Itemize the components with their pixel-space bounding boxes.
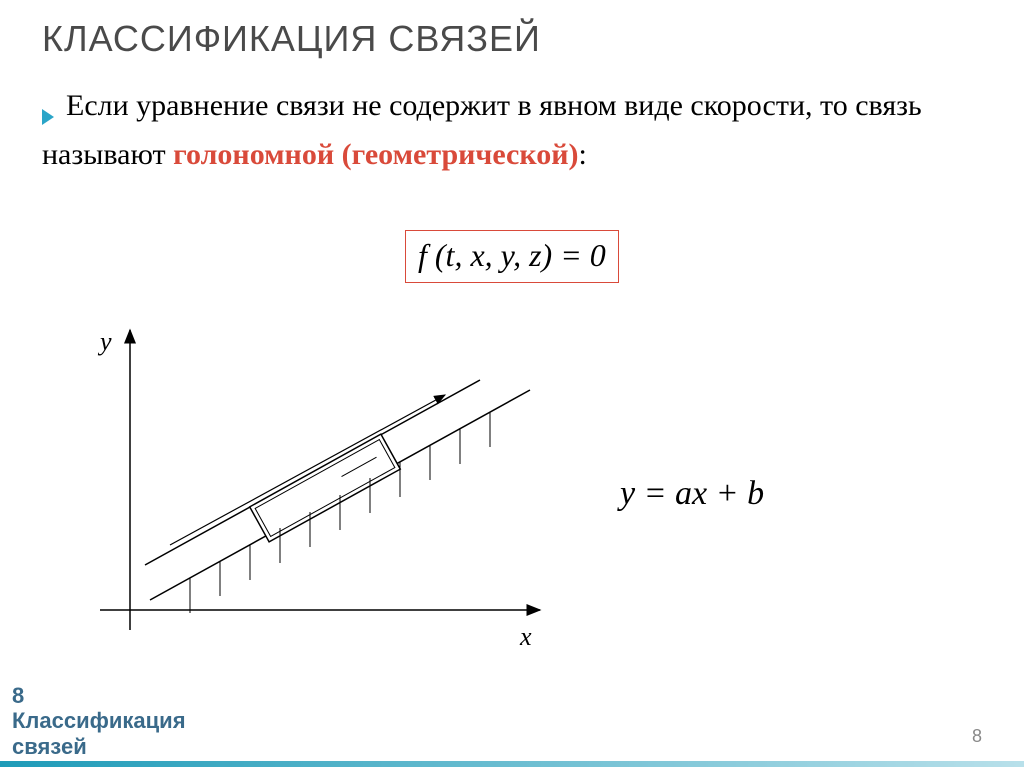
footer-number: 8 <box>12 683 24 708</box>
slide-title: КЛАССИФИКАЦИЯ СВЯЗЕЙ <box>42 18 541 60</box>
equation-line: y = ax + b <box>620 475 764 513</box>
footer-line1: Классификация <box>12 708 186 733</box>
slide: КЛАССИФИКАЦИЯ СВЯЗЕЙ Если уравнение связ… <box>0 0 1024 767</box>
page-number: 8 <box>972 726 982 747</box>
ground-hatching <box>190 412 490 613</box>
footer-line2: связей <box>12 734 87 759</box>
equation-box: f (t, x, y, z) = 0 <box>405 230 619 283</box>
footer-label: 8 Классификация связей <box>12 683 186 759</box>
bullet-marker-icon <box>42 96 56 135</box>
bullet-highlight: голономной (геометрической) <box>173 138 578 171</box>
bullet-block: Если уравнение связи не содержит в явном… <box>42 86 942 174</box>
incline-diagram: y x <box>60 310 580 660</box>
bullet-text-2: : <box>579 138 587 171</box>
block <box>250 434 401 542</box>
accent-bar <box>0 761 1024 767</box>
y-axis-label: y <box>97 327 112 356</box>
x-axis-label: x <box>519 622 532 651</box>
motion-arrow <box>170 395 445 545</box>
